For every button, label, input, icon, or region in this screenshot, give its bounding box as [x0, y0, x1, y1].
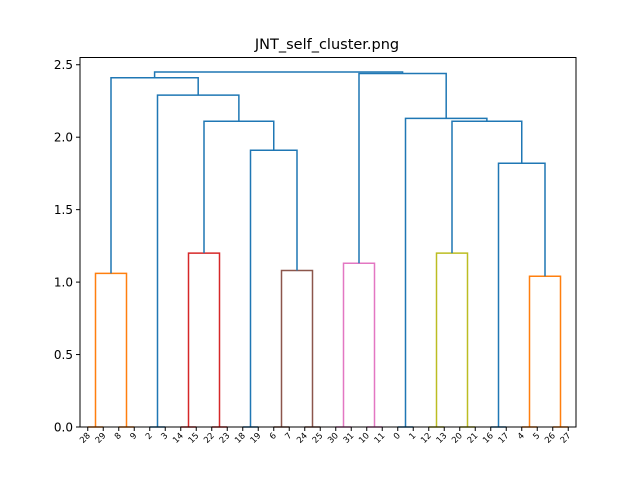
leaf-label: 2 [144, 431, 155, 442]
plot-frame [79, 57, 577, 428]
dendrogram-link [203, 120, 275, 254]
chart-title: JNT_self_cluster.png [254, 37, 399, 53]
dendrogram-link [451, 120, 523, 254]
y-tick-label: 2.5 [54, 58, 73, 72]
y-tick-label: 1.5 [54, 203, 73, 217]
y-axis: 0.0 0.5 1.0 1.5 2.0 2.5 [54, 58, 80, 435]
leaf-label: 5 [531, 431, 542, 442]
y-tick-label: 0.0 [54, 421, 73, 435]
y-tick-label: 2.0 [54, 131, 73, 145]
dendrogram-link [528, 275, 562, 427]
dendrogram-link [187, 252, 221, 427]
dendrogram-link [404, 117, 488, 427]
y-tick-label: 0.5 [54, 348, 73, 362]
leaf-label: 7 [283, 431, 294, 442]
dendrogram-link [435, 252, 469, 427]
leaf-label: 0 [392, 431, 403, 442]
leaf-label: 3 [159, 431, 170, 442]
dendrogram-link [94, 272, 128, 427]
y-tick-label: 1.0 [54, 276, 73, 290]
leaf-label: 9 [128, 431, 139, 442]
leaf-label: 6 [268, 431, 279, 442]
leaf-label: 8 [113, 431, 124, 442]
leaf-label: 4 [516, 431, 527, 442]
dendrogram-link [280, 269, 314, 427]
dendrogram-link [342, 262, 376, 427]
dendrogram-link [153, 71, 404, 78]
dendrogram-link [110, 77, 199, 274]
leaf-label: 1 [407, 431, 418, 442]
